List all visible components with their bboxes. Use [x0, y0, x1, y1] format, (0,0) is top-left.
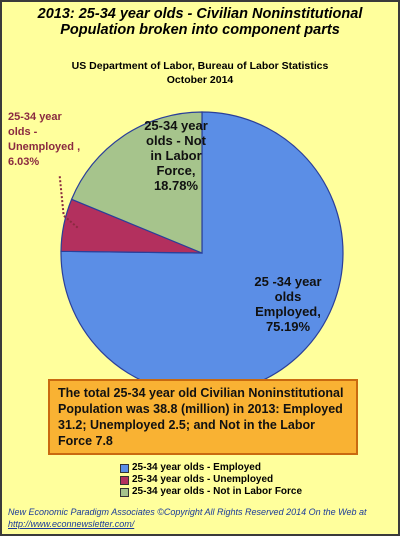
chart-title: 2013: 25-34 year olds - Civilian Noninst…	[37, 6, 363, 38]
footer: New Economic Paradigm Associates ©Copyri…	[8, 507, 367, 517]
legend-label: 25-34 year olds - Not in Labor Force	[132, 486, 303, 497]
data-label: 25-34 year olds - Unemployed , 6.03%	[8, 111, 81, 168]
legend: 25-34 year olds - Employed 25-34 year old…	[120, 462, 302, 498]
legend-item: 25-34 year olds - Employed	[120, 462, 302, 474]
annotation: The total 25-34 year old Civilian Nonins…	[48, 379, 358, 455]
footer-link[interactable]: http://www.econnewsletter.com/	[8, 519, 135, 529]
legend-swatch	[120, 475, 129, 485]
pie-slice	[70, 111, 203, 254]
subtitle: US Department of Labor, Bureau of Labor …	[71, 60, 329, 72]
legend-item: 25-34 year olds - Not in Labor Force	[120, 486, 302, 498]
data-label: 25 -34 year olds Employed, 75.19%	[254, 274, 322, 334]
legend-label: 25-34 year olds - Unemployed	[132, 474, 274, 485]
pie-slice	[60, 111, 344, 395]
legend-swatch	[120, 463, 129, 473]
legend-item: 25-34 year olds - Unemployed	[120, 474, 302, 486]
leader-line	[58, 175, 79, 229]
date: October 2014	[166, 74, 234, 86]
data-label: 25-34 year olds - Not in Labor Force, 18…	[144, 118, 208, 193]
legend-swatch	[120, 487, 129, 497]
legend-label: 25-34 year olds - Employed	[132, 462, 261, 473]
